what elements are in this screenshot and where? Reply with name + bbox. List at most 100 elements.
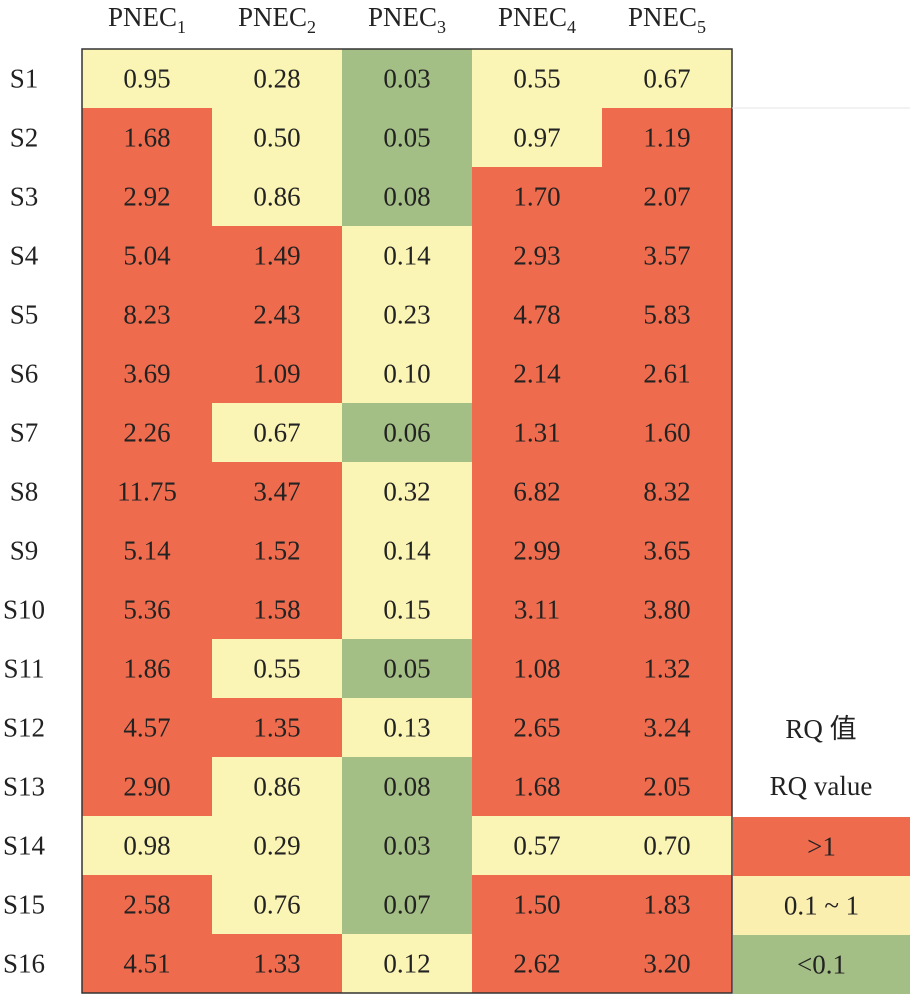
cell-value: 5.04 <box>123 241 171 271</box>
cell-value: 0.12 <box>383 949 430 979</box>
cell-value: 1.83 <box>643 890 690 920</box>
heatmap-cell <box>212 521 342 580</box>
heatmap-cell <box>82 934 212 993</box>
heatmap-cell <box>82 403 212 462</box>
heatmap-cell <box>602 49 732 108</box>
heatmap-cell <box>602 934 732 993</box>
cell-value: 2.07 <box>643 182 690 212</box>
cell-value: 0.08 <box>383 772 430 802</box>
heatmap-cell <box>602 639 732 698</box>
row-label: S3 <box>10 182 39 212</box>
cell-value: 1.31 <box>513 418 560 448</box>
cell-value: 1.58 <box>253 595 300 625</box>
heatmap-cell <box>82 285 212 344</box>
cell-value: 0.05 <box>383 654 430 684</box>
heatmap-cell <box>602 167 732 226</box>
row-label: S15 <box>3 890 45 920</box>
cell-value: 0.32 <box>383 477 430 507</box>
cell-value: 1.19 <box>643 123 690 153</box>
heatmap-cell <box>342 875 472 934</box>
heatmap-cell <box>212 226 342 285</box>
heatmap-cell <box>82 167 212 226</box>
cell-value: 2.65 <box>513 713 560 743</box>
heatmap-cell <box>602 226 732 285</box>
heatmap-cell <box>212 462 342 521</box>
table-frame <box>81 48 910 994</box>
heatmap-cell <box>82 521 212 580</box>
heatmap-cell <box>342 344 472 403</box>
heatmap-cell <box>342 816 472 875</box>
cell-value: 3.24 <box>643 713 691 743</box>
heatmap-cell <box>472 757 602 816</box>
cell-value: 2.61 <box>643 359 690 389</box>
cell-value: 0.03 <box>383 831 430 861</box>
cell-value: 0.13 <box>383 713 430 743</box>
heatmap-cell <box>472 344 602 403</box>
legend-swatch <box>733 935 910 994</box>
row-label: S5 <box>10 300 39 330</box>
heatmap-cell <box>602 462 732 521</box>
cell-value: 0.95 <box>123 64 170 94</box>
cell-value: 0.55 <box>253 654 300 684</box>
heatmap-cell <box>472 521 602 580</box>
cell-value: 0.98 <box>123 831 170 861</box>
row-label: S9 <box>10 536 39 566</box>
cell-value: 3.11 <box>514 595 560 625</box>
cell-value: 2.05 <box>643 772 690 802</box>
heatmap-cell <box>602 521 732 580</box>
cell-value: 2.62 <box>513 949 560 979</box>
cell-value: 5.36 <box>123 595 170 625</box>
cell-value: 0.70 <box>643 831 690 861</box>
row-label: S11 <box>3 654 44 684</box>
cell-value: 3.57 <box>643 241 690 271</box>
heatmap-cell <box>342 934 472 993</box>
row-label: S12 <box>3 713 45 743</box>
heatmap-cell <box>212 698 342 757</box>
legend-item-label: <0.1 <box>797 950 846 980</box>
table-border <box>81 48 733 994</box>
cell-value: 5.83 <box>643 300 690 330</box>
heatmap-cell <box>82 639 212 698</box>
row-label: S13 <box>3 772 45 802</box>
heatmap-cell <box>212 167 342 226</box>
cell-value: 0.50 <box>253 123 300 153</box>
cell-value: 1.52 <box>253 536 300 566</box>
cell-value: 1.86 <box>123 654 170 684</box>
cell-value: 1.50 <box>513 890 560 920</box>
legend-title-en: RQ value <box>770 771 873 801</box>
heatmap-cell <box>342 462 472 521</box>
cell-value: 4.51 <box>123 949 170 979</box>
cell-value: 0.15 <box>383 595 430 625</box>
heatmap-cell <box>472 167 602 226</box>
cell-value: 2.90 <box>123 772 170 802</box>
cell-value: 1.35 <box>253 713 300 743</box>
heatmap-cell <box>602 875 732 934</box>
cell-value: 2.93 <box>513 241 560 271</box>
cell-value: 0.07 <box>383 890 430 920</box>
heatmap-cell <box>212 757 342 816</box>
heatmap-cell <box>472 226 602 285</box>
heatmap-cell <box>212 49 342 108</box>
heatmap-cell <box>82 226 212 285</box>
cell-value: 1.68 <box>123 123 170 153</box>
heatmap-cell <box>472 403 602 462</box>
heatmap-cell <box>82 344 212 403</box>
cell-value: 11.75 <box>117 477 177 507</box>
heatmap-cell <box>602 108 732 167</box>
heatmap-cells <box>82 49 732 993</box>
cell-value: 0.55 <box>513 64 560 94</box>
cell-value: 0.14 <box>383 536 431 566</box>
cell-value: 3.80 <box>643 595 690 625</box>
heatmap-cell <box>82 816 212 875</box>
heatmap-cell <box>212 639 342 698</box>
cell-value: 0.86 <box>253 772 300 802</box>
column-header: PNEC2 <box>238 2 316 37</box>
cell-value: 0.23 <box>383 300 430 330</box>
heatmap-cell <box>602 580 732 639</box>
heatmap-cell <box>342 403 472 462</box>
cell-value: 0.10 <box>383 359 430 389</box>
cell-value: 0.76 <box>253 890 300 920</box>
heatmap-cell <box>212 934 342 993</box>
legend: RQ 值 RQ value >1 0.1 ~ 1 <0.1 <box>733 714 910 994</box>
